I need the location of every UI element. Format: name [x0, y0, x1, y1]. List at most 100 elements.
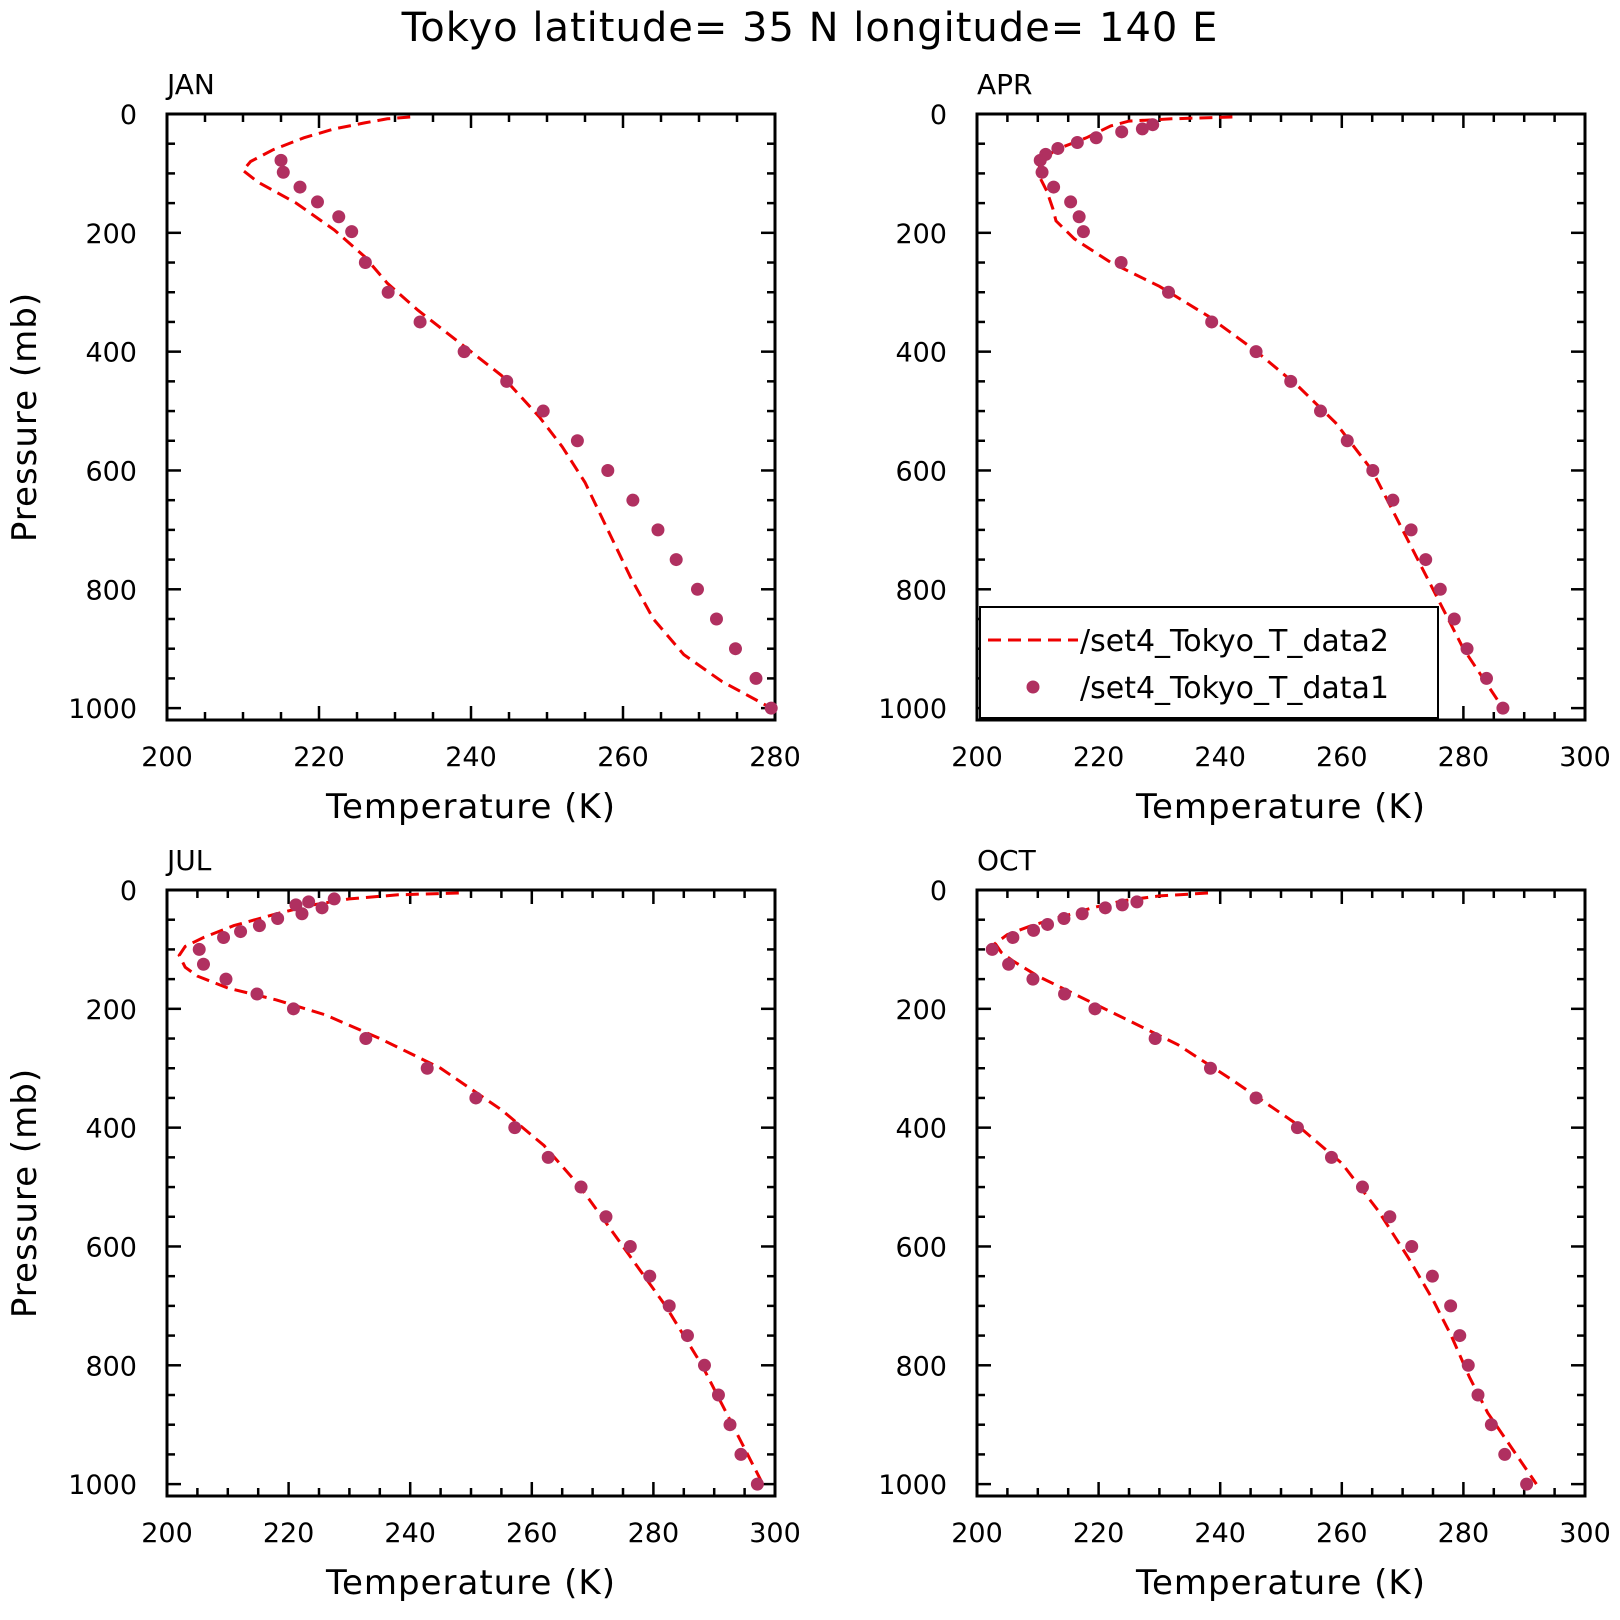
- obs-point: [1051, 141, 1065, 155]
- panel-jul: 200 220 240 260 280 300 0 200 400 600 800 1000 JUL Te…: [5, 844, 801, 1603]
- y-tick-label: 200: [85, 219, 137, 250]
- obs-point: [1460, 642, 1474, 656]
- obs-point: [711, 1388, 725, 1402]
- x-tick-label: 280: [749, 742, 801, 773]
- obs-point: [541, 1150, 555, 1164]
- y-tick-label: 600: [85, 456, 137, 487]
- obs-point: [276, 165, 290, 179]
- obs-point: [734, 1447, 748, 1461]
- panel-label: JAN: [165, 68, 215, 101]
- obs-point: [1433, 582, 1447, 596]
- y-tick-label: 1000: [878, 1470, 947, 1501]
- obs-point: [1047, 180, 1061, 194]
- x-tick-label: 240: [1194, 742, 1246, 773]
- obs-point: [643, 1269, 657, 1283]
- obs-point: [1404, 523, 1418, 537]
- obs-point: [1471, 1388, 1485, 1402]
- obs-point: [1076, 225, 1090, 239]
- y-tick-label: 0: [930, 876, 947, 907]
- y-tick-label: 400: [85, 1114, 137, 1145]
- obs-point: [1290, 1121, 1304, 1135]
- obs-point: [345, 225, 359, 239]
- obs-point: [1340, 434, 1354, 448]
- panel-label: APR: [977, 68, 1033, 101]
- obs-point: [1088, 1002, 1102, 1016]
- obs-point: [295, 907, 309, 921]
- obs-point: [651, 523, 665, 537]
- obs-point: [728, 642, 742, 656]
- x-tick-label: 260: [1316, 742, 1368, 773]
- obs-point: [623, 1239, 637, 1253]
- x-axis-title: Temperature (K): [1135, 787, 1426, 827]
- legend: /set4_Tokyo_T_data2/set4_Tokyo_T_data1: [979, 606, 1439, 719]
- legend-box: [979, 606, 1439, 719]
- panel-label: JUL: [165, 844, 212, 877]
- y-tick-label: 200: [895, 995, 947, 1026]
- figure-title: Tokyo latitude= 35 N longitude= 140 E: [401, 5, 1219, 51]
- obs-point: [1058, 987, 1072, 1001]
- legend-point-swatch: [1026, 680, 1040, 694]
- y-tick-label: 200: [85, 995, 137, 1026]
- obs-point: [1405, 1239, 1419, 1253]
- obs-point: [626, 493, 640, 507]
- obs-point: [1072, 210, 1086, 224]
- obs-point: [985, 942, 999, 956]
- y-tick-label: 800: [895, 1351, 947, 1382]
- x-tick-label: 260: [506, 1518, 558, 1549]
- x-tick-label: 260: [597, 742, 649, 773]
- obs-point: [750, 1477, 764, 1491]
- x-tick-label: 300: [1559, 1518, 1611, 1549]
- obs-point: [1284, 374, 1298, 388]
- obs-point: [1033, 153, 1047, 167]
- obs-point: [1027, 923, 1041, 937]
- obs-point: [1419, 553, 1433, 567]
- obs-point: [749, 671, 763, 685]
- y-tick-label: 1000: [878, 694, 947, 725]
- x-tick-label: 300: [749, 1518, 801, 1549]
- obs-point: [599, 1210, 613, 1224]
- panel-apr: 200 220 240 260 280 300 0 200 400 600 800 1000 APR Te…: [878, 68, 1610, 827]
- obs-point: [217, 931, 231, 945]
- obs-point: [1203, 1061, 1217, 1075]
- x-tick-label: 220: [293, 742, 345, 773]
- panel-jan: 200 220 240 260 280 0 200 400 600 800 1000 JAN Tempe…: [5, 68, 801, 827]
- model-profile-line: [177, 891, 765, 1485]
- y-tick-label: 1000: [68, 1470, 137, 1501]
- obs-point: [1425, 1269, 1439, 1283]
- model-profile-line: [993, 891, 1538, 1485]
- x-tick-label: 220: [263, 1518, 315, 1549]
- obs-point: [381, 285, 395, 299]
- model-profile-line: [240, 115, 772, 710]
- y-tick-label: 400: [895, 338, 947, 369]
- legend-line-label: /set4_Tokyo_T_data2: [1080, 624, 1389, 659]
- obs-point: [1324, 1150, 1338, 1164]
- obs-point: [286, 1002, 300, 1016]
- obs-point: [327, 892, 341, 906]
- obs-point: [1146, 118, 1160, 132]
- obs-point: [1041, 917, 1055, 931]
- obs-point: [469, 1091, 483, 1105]
- obs-point: [1002, 957, 1016, 971]
- obs-point: [1064, 195, 1078, 209]
- x-tick-label: 220: [1073, 1518, 1125, 1549]
- obs-point: [1205, 315, 1219, 329]
- plot-frame: [165, 888, 777, 1498]
- obs-point: [274, 153, 288, 167]
- x-tick-label: 240: [1194, 1518, 1246, 1549]
- x-axis-title: Temperature (K): [1135, 1563, 1426, 1603]
- x-tick-label: 280: [628, 1518, 680, 1549]
- obs-point: [250, 987, 264, 1001]
- y-axis-title: Pressure (mb): [5, 1068, 45, 1318]
- obs-point: [1480, 671, 1494, 685]
- obs-point: [196, 957, 210, 971]
- obs-point: [310, 195, 324, 209]
- y-tick-label: 600: [85, 1232, 137, 1263]
- y-tick-label: 600: [895, 456, 947, 487]
- obs-point: [1057, 912, 1071, 926]
- y-tick-label: 0: [930, 100, 947, 131]
- y-tick-label: 0: [120, 100, 137, 131]
- x-tick-label: 280: [1438, 742, 1490, 773]
- obs-point: [413, 315, 427, 329]
- panel-oct: 200 220 240 260 280 300 0 200 400 600 800 1000 OCT Te…: [878, 844, 1610, 1603]
